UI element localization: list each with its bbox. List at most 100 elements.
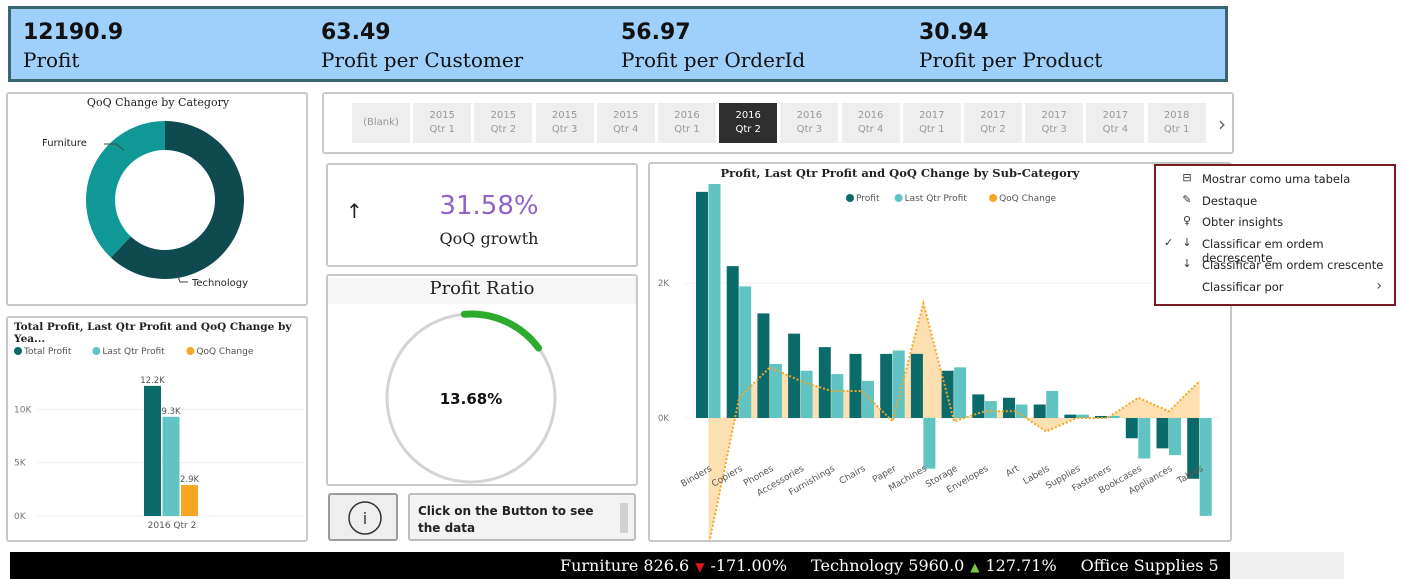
slicer-item-quarter: Qtr 2 (735, 124, 761, 135)
gauge-fill (460, 310, 543, 352)
slicer-item-quarter: Qtr 3 (1041, 124, 1067, 135)
bar-last-qtr-profit[interactable] (1169, 418, 1181, 456)
bar-total-profit[interactable] (144, 385, 161, 516)
ticker-end-panel (1230, 552, 1344, 579)
menu-item[interactable]: ✓ ↓ Classificar em ordem decrescente (1156, 234, 1394, 265)
qoq-label: QoQ growth (439, 229, 539, 248)
bar-last-qtr-profit[interactable] (1046, 391, 1059, 418)
menu-item[interactable]: ♀ Obter insights (1156, 212, 1394, 233)
bar-qoq-change[interactable] (181, 485, 198, 516)
bar-last-qtr-profit[interactable] (1199, 418, 1212, 516)
kpi-profit-per-orderid: 56.97 Profit per OrderId (621, 19, 805, 73)
bar-profit[interactable] (757, 313, 770, 418)
bar-profit[interactable] (972, 394, 985, 418)
bar-last-qtr-profit[interactable] (769, 364, 782, 418)
slicer-item[interactable]: 2017 Qtr 3 (1025, 103, 1084, 143)
info-button[interactable]: i (328, 493, 398, 541)
scrollbar[interactable] (620, 503, 628, 533)
bar-last-qtr-profit[interactable] (831, 374, 844, 418)
menu-item[interactable]: Classificar por › (1156, 277, 1394, 298)
data-label: 12.2K (140, 376, 165, 386)
bar-profit[interactable] (696, 191, 708, 418)
y-tick-label: 0K (14, 512, 27, 522)
slicer-item-year: 2015 (551, 110, 578, 121)
bar-profit[interactable] (910, 353, 923, 418)
ticker-pct: -171.00% (710, 556, 788, 575)
slicer-item[interactable]: 2018 Qtr 1 (1147, 103, 1206, 143)
ticker-text: Furniture 826.6 (560, 556, 690, 575)
bar-profit[interactable] (1033, 404, 1046, 419)
slicer-item[interactable]: (Blank) (352, 103, 410, 143)
bar-profit[interactable] (1003, 397, 1015, 418)
donut-card[interactable]: QoQ Change by Category Furniture Technol… (6, 92, 308, 306)
kpi-label: Profit per Product (919, 48, 1103, 72)
bar-last-qtr-profit[interactable] (1076, 414, 1089, 418)
bar-last-qtr-profit[interactable] (954, 367, 967, 418)
menu-item[interactable]: ✎ Destaque (1156, 191, 1394, 212)
ticker-segment: Technology 5960.0 ▲ 127.71% (811, 556, 1057, 575)
kpi-value: 56.97 (621, 20, 691, 45)
legend-marker (846, 194, 854, 202)
ticker-text: Office Supplies 5 (1080, 556, 1219, 575)
kpi-label: Profit (23, 48, 80, 72)
bar-last-qtr-profit[interactable] (1015, 404, 1028, 419)
check-icon: ✓ (1164, 235, 1174, 249)
click-instruction-box[interactable]: Click on the Button to see the data (408, 493, 636, 541)
bar-profit[interactable] (726, 266, 739, 418)
bar-profit[interactable] (788, 333, 801, 418)
kpi-banner: 12190.9 Profit 63.49 Profit per Customer… (8, 6, 1228, 82)
bar-last-qtr-profit[interactable] (892, 350, 905, 419)
slicer-item[interactable]: 2015 Qtr 4 (596, 103, 655, 143)
slicer-item[interactable]: 2017 Qtr 2 (964, 103, 1022, 143)
kpi-value: 12190.9 (23, 20, 124, 45)
bar-last-qtr-profit[interactable] (1107, 415, 1120, 418)
subcategory-chart-card[interactable]: Profit, Last Qtr Profit and QoQ Change b… (648, 162, 1232, 542)
lightbulb-icon: ♀ (1182, 214, 1192, 228)
slicer-item-year: 2017 (919, 110, 945, 121)
donut-slice-technology[interactable] (110, 121, 245, 279)
slicer-item[interactable]: 2015 Qtr 3 (535, 103, 594, 143)
bar-last-qtr-profit[interactable] (708, 184, 721, 418)
chevron-right-icon[interactable]: › (1218, 112, 1226, 136)
slicer-item[interactable]: 2015 Qtr 2 (474, 103, 533, 143)
year-bar-title: Total Profit, Last Qtr Profit and QoQ Ch… (14, 321, 292, 345)
bar-profit[interactable] (1125, 418, 1138, 439)
slicer-item[interactable]: 2016 Qtr 4 (841, 103, 900, 143)
bar-profit[interactable] (1064, 414, 1077, 418)
slicer-item[interactable]: 2016 Qtr 3 (780, 103, 839, 143)
bar-last-qtr-profit[interactable] (162, 416, 180, 516)
bar-last-qtr-profit[interactable] (984, 401, 997, 418)
sort-desc-icon: ↓ (1182, 235, 1192, 249)
slicer-item[interactable]: 2016 Qtr 2 (719, 103, 778, 143)
slicer-item[interactable]: 2016 Qtr 1 (658, 103, 716, 143)
quarter-slicer: (Blank) 2015 Qtr 1 2015 Qtr 2 2015 Qtr 3 2015 Qt… (322, 92, 1234, 154)
bar-last-qtr-profit[interactable] (1138, 418, 1151, 459)
menu-item[interactable]: ⊟ Mostrar como uma tabela (1156, 169, 1394, 190)
bar-profit[interactable] (1156, 418, 1169, 449)
bar-profit[interactable] (1095, 415, 1108, 418)
bar-profit[interactable] (941, 370, 954, 418)
bar-profit[interactable] (818, 347, 831, 418)
bar-profit[interactable] (880, 353, 893, 418)
legend-marker (989, 194, 998, 202)
slicer-item[interactable]: 2015 Qtr 1 (413, 103, 472, 143)
legend-label: QoQ Change (196, 347, 253, 357)
bar-last-qtr-profit[interactable] (739, 286, 752, 418)
legend-label: Last Qtr Profit (905, 194, 968, 204)
kpi-value: 30.94 (919, 20, 989, 45)
donut-slice-furniture[interactable] (86, 121, 165, 258)
slicer-item-year: 2016 (796, 110, 823, 121)
menu-item[interactable]: ↓ Classificar em ordem crescente (1156, 255, 1394, 276)
year-bar-card[interactable]: Total Profit, Last Qtr Profit and QoQ Ch… (6, 316, 308, 542)
bar-profit[interactable] (1187, 418, 1200, 479)
svg-text:i: i (363, 509, 367, 528)
menu-item-label: Classificar por (1202, 280, 1284, 294)
bar-profit[interactable] (849, 353, 862, 418)
bar-last-qtr-profit[interactable] (862, 380, 874, 418)
kpi-label: Profit per Customer (321, 48, 524, 72)
bar-last-qtr-profit[interactable] (923, 418, 936, 469)
slicer-item[interactable]: 2017 Qtr 4 (1086, 103, 1145, 143)
slicer-item-year: 2015 (490, 110, 517, 121)
slicer-item[interactable]: 2017 Qtr 1 (902, 103, 961, 143)
bar-last-qtr-profit[interactable] (800, 370, 813, 418)
